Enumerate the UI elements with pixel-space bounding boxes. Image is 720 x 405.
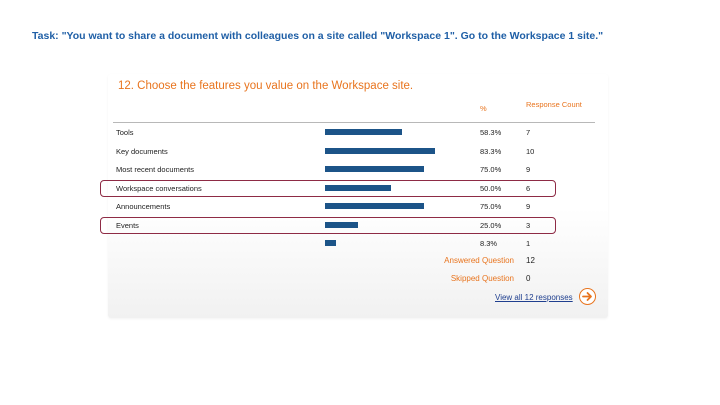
answered-value-row: 12 bbox=[108, 256, 608, 270]
percent-header: % bbox=[480, 104, 487, 113]
category-label: Workspace conversations bbox=[116, 183, 202, 193]
table-row: Workspace conversations 50.0% 6 bbox=[108, 180, 608, 198]
bar bbox=[325, 203, 424, 209]
header-divider bbox=[113, 122, 595, 123]
table-row: Key documents 83.3% 10 bbox=[108, 143, 608, 161]
table-row: Most recent documents 75.0% 9 bbox=[108, 161, 608, 179]
question-title: 12. Choose the features you value on the… bbox=[118, 80, 414, 92]
category-label: Events bbox=[116, 220, 139, 230]
skipped-value-row: 0 bbox=[108, 274, 608, 288]
answered-value: 12 bbox=[526, 256, 535, 265]
percent-value: 50.0% bbox=[480, 183, 502, 193]
response-count-value: 10 bbox=[526, 146, 535, 156]
response-count-header: Response Count bbox=[526, 100, 582, 109]
skipped-row: Skipped Question bbox=[108, 274, 514, 288]
task-instruction: Task: "You want to share a document with… bbox=[32, 30, 604, 42]
table-row: Announcements 75.0% 9 bbox=[108, 198, 608, 216]
bar bbox=[325, 166, 424, 172]
bar bbox=[325, 184, 391, 191]
percent-value: 75.0% bbox=[480, 202, 502, 211]
response-count-value: 6 bbox=[526, 183, 531, 193]
answered-label: Answered Question bbox=[444, 256, 514, 265]
highlight-box bbox=[100, 216, 556, 234]
category-label: Tools bbox=[116, 128, 134, 137]
response-count-value: 9 bbox=[526, 165, 531, 174]
bar bbox=[325, 129, 402, 135]
percent-value: 58.3% bbox=[480, 128, 502, 137]
category-label: Announcements bbox=[116, 202, 171, 211]
bar bbox=[325, 147, 435, 154]
bar bbox=[325, 221, 358, 228]
highlight-box bbox=[100, 179, 556, 197]
view-all-responses-link[interactable]: View all 12 responses bbox=[495, 293, 573, 302]
percent-value: 25.0% bbox=[480, 220, 502, 230]
table-row: 8.3% 1 bbox=[108, 235, 608, 253]
category-label: Key documents bbox=[116, 146, 168, 156]
category-label: Most recent documents bbox=[116, 165, 194, 174]
percent-value: 75.0% bbox=[480, 165, 502, 174]
percent-value: 8.3% bbox=[480, 239, 498, 248]
table-row: Events 25.0% 3 bbox=[108, 217, 608, 235]
response-count-value: 3 bbox=[526, 220, 531, 230]
response-count-value: 1 bbox=[526, 239, 531, 248]
percent-value: 83.3% bbox=[480, 146, 502, 156]
skipped-label: Skipped Question bbox=[450, 274, 514, 283]
table-row: Tools 58.3% 7 bbox=[108, 124, 608, 142]
bar bbox=[325, 240, 336, 246]
answered-row: Answered Question bbox=[108, 256, 514, 270]
response-count-value: 9 bbox=[526, 202, 531, 211]
arrow-right-icon[interactable] bbox=[579, 288, 596, 305]
skipped-value: 0 bbox=[526, 274, 531, 283]
response-count-value: 7 bbox=[526, 128, 531, 137]
